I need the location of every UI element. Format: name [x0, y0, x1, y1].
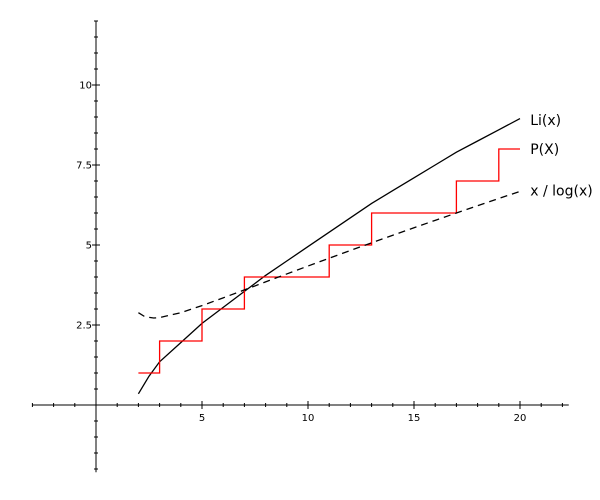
x-tick-label: 5 — [199, 413, 205, 424]
series-line-p-x — [138, 148, 520, 374]
series-line-li-x — [137, 118, 521, 395]
legend: Li(x) P(X) x / log(x) — [530, 113, 592, 199]
legend-label: P(X) — [530, 142, 559, 158]
x-tick-label: 15 — [408, 413, 421, 424]
x-tick-label: 10 — [302, 413, 315, 424]
series-layer — [137, 118, 521, 395]
axis-ticks — [31, 20, 563, 470]
series-line-x-log-x — [138, 190, 521, 319]
y-tick-label: 2.5 — [76, 321, 92, 332]
y-tick-label: 7.5 — [76, 161, 92, 172]
legend-label: Li(x) — [530, 113, 561, 129]
axes — [32, 21, 569, 473]
legend-label: x / log(x) — [530, 184, 592, 200]
tick-labels: 5 10 15 20 2.5 5 7.5 10 — [76, 81, 526, 425]
x-tick-label: 20 — [514, 413, 527, 424]
y-tick-label: 5 — [86, 241, 92, 252]
y-tick-label: 10 — [79, 81, 92, 92]
